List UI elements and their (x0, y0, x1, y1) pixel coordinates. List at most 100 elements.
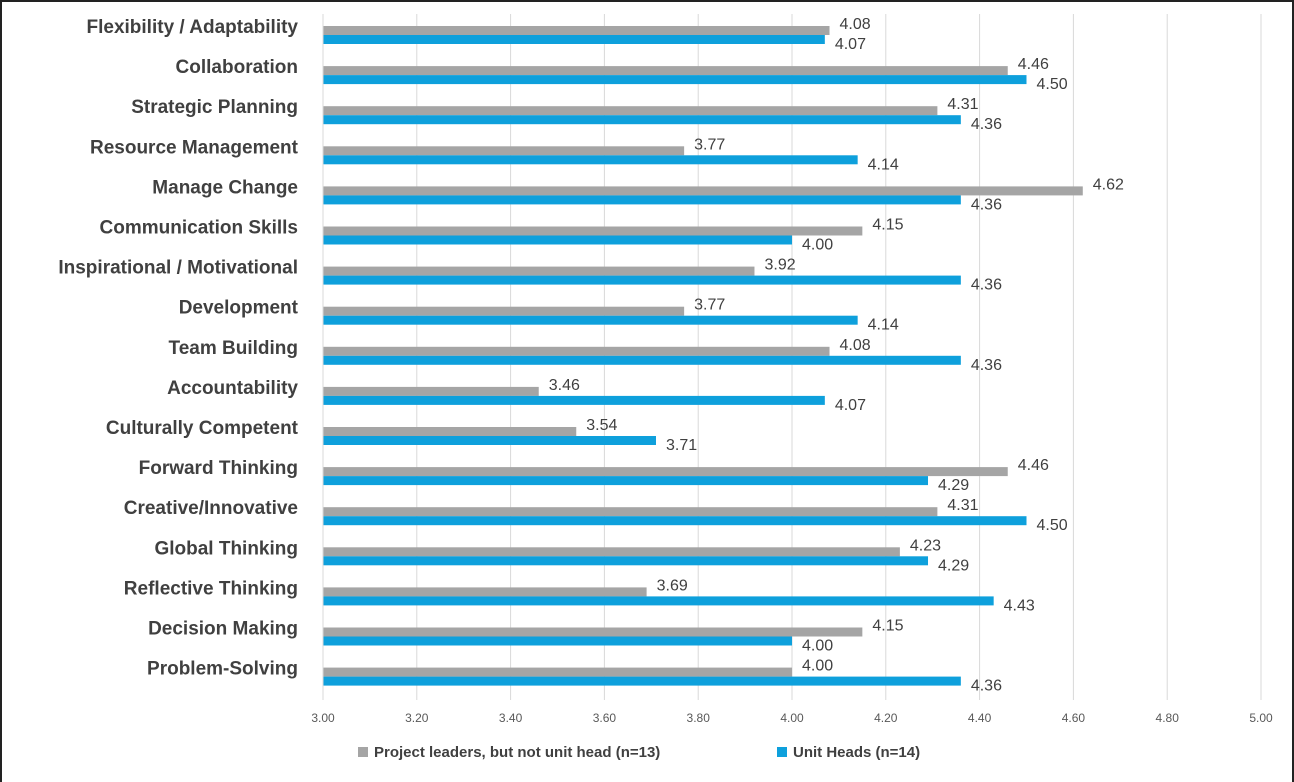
data-label-unit-heads: 4.00 (802, 638, 833, 655)
category-label: Problem-Solving (147, 659, 298, 680)
data-label-project-leaders: 4.23 (910, 537, 941, 554)
category-label: Accountability (167, 378, 298, 399)
data-label-project-leaders: 4.31 (947, 497, 978, 514)
bar-unit-heads (323, 636, 792, 646)
data-label-project-leaders: 3.54 (586, 417, 617, 434)
data-label-project-leaders: 4.62 (1093, 176, 1124, 193)
category-label: Manage Change (152, 177, 298, 198)
x-tick-label: 3.80 (687, 711, 711, 725)
data-label-project-leaders: 3.77 (694, 136, 725, 153)
legend-project-leaders-swatch (358, 747, 368, 757)
data-label-unit-heads: 4.29 (938, 477, 969, 494)
data-label-unit-heads: 4.07 (835, 36, 866, 53)
category-label: Forward Thinking (139, 458, 298, 479)
data-label-unit-heads: 3.71 (666, 437, 697, 454)
data-label-unit-heads: 4.36 (971, 678, 1002, 695)
data-label-unit-heads: 4.14 (868, 317, 899, 334)
data-label-project-leaders: 4.08 (840, 337, 871, 354)
data-label-project-leaders: 3.46 (549, 377, 580, 394)
bar-project-leaders (323, 427, 577, 436)
category-label: Creative/Innovative (124, 498, 298, 519)
bar-project-leaders (323, 346, 830, 356)
category-label: Communication Skills (100, 218, 298, 239)
bar-project-leaders (323, 306, 685, 316)
bar-project-leaders (323, 547, 900, 557)
data-label-project-leaders: 3.92 (764, 257, 795, 274)
category-label: Development (179, 298, 299, 319)
bar-unit-heads (323, 596, 994, 606)
x-tick-label: 3.00 (311, 711, 335, 725)
bar-project-leaders (323, 266, 755, 276)
data-label-unit-heads: 4.29 (938, 557, 969, 574)
data-label-unit-heads: 4.50 (1037, 517, 1068, 534)
data-label-unit-heads: 4.00 (802, 237, 833, 254)
data-label-project-leaders: 4.08 (840, 16, 871, 33)
bar-unit-heads (323, 195, 961, 205)
bar-unit-heads (323, 556, 929, 566)
category-label: Resource Management (90, 137, 299, 158)
category-label: Collaboration (176, 57, 298, 78)
legend-project-leaders-label: Project leaders, but not unit head (n=13… (374, 744, 660, 761)
bar-unit-heads (323, 315, 858, 325)
bar-unit-heads (323, 355, 961, 365)
bar-unit-heads (323, 395, 825, 405)
bar-project-leaders (323, 226, 863, 236)
bar-unit-heads (323, 516, 1027, 526)
bar-project-leaders (323, 186, 1083, 196)
data-label-unit-heads: 4.36 (971, 277, 1002, 294)
data-label-project-leaders: 4.31 (947, 96, 978, 113)
bar-project-leaders (323, 467, 1008, 477)
bar-project-leaders (323, 667, 792, 677)
bar-unit-heads (323, 476, 929, 486)
data-label-unit-heads: 4.36 (971, 196, 1002, 213)
data-label-unit-heads: 4.43 (1004, 597, 1035, 614)
category-label: Strategic Planning (131, 97, 298, 118)
bar-unit-heads (323, 35, 825, 44)
data-label-unit-heads: 4.14 (868, 156, 899, 173)
category-label: Global Thinking (154, 538, 298, 559)
x-tick-label: 4.60 (1062, 711, 1086, 725)
x-tick-label: 4.20 (874, 711, 898, 725)
bar-unit-heads (323, 275, 961, 285)
legend-unit-heads-label: Unit Heads (n=14) (793, 744, 920, 761)
bar-unit-heads (323, 155, 858, 165)
data-label-unit-heads: 4.07 (835, 397, 866, 414)
x-tick-label: 3.40 (499, 711, 523, 725)
x-tick-label: 4.80 (1156, 711, 1180, 725)
bar-unit-heads (323, 436, 656, 445)
x-tick-label: 5.00 (1249, 711, 1273, 725)
category-label: Reflective Thinking (124, 578, 298, 599)
bar-project-leaders (323, 627, 863, 637)
data-label-project-leaders: 4.15 (872, 618, 903, 635)
data-label-project-leaders: 4.46 (1018, 457, 1049, 474)
data-label-unit-heads: 4.36 (971, 116, 1002, 133)
category-label: Inspirational / Motivational (58, 258, 298, 279)
category-label: Team Building (169, 338, 298, 359)
data-label-unit-heads: 4.50 (1037, 76, 1068, 93)
data-label-unit-heads: 4.36 (971, 357, 1002, 374)
data-label-project-leaders: 3.77 (694, 297, 725, 314)
bar-project-leaders (323, 386, 539, 396)
x-tick-label: 3.60 (593, 711, 617, 725)
bar-project-leaders (323, 587, 647, 597)
legend-unit-heads-swatch (777, 747, 787, 757)
bar-project-leaders (323, 106, 938, 116)
x-tick-label: 4.00 (780, 711, 804, 725)
bar-project-leaders (323, 26, 830, 35)
bar-unit-heads (323, 115, 961, 125)
x-tick-label: 4.40 (968, 711, 992, 725)
category-label: Culturally Competent (106, 418, 299, 439)
bar-project-leaders (323, 507, 938, 517)
data-label-project-leaders: 3.69 (657, 577, 688, 594)
bar-unit-heads (323, 676, 961, 686)
data-label-project-leaders: 4.15 (872, 217, 903, 234)
data-label-project-leaders: 4.00 (802, 658, 833, 675)
bar-project-leaders (323, 146, 685, 156)
x-tick-label: 3.20 (405, 711, 429, 725)
bar-project-leaders (323, 66, 1008, 76)
bar-unit-heads (323, 75, 1027, 85)
bar-unit-heads (323, 235, 792, 245)
category-label: Decision Making (148, 619, 298, 640)
